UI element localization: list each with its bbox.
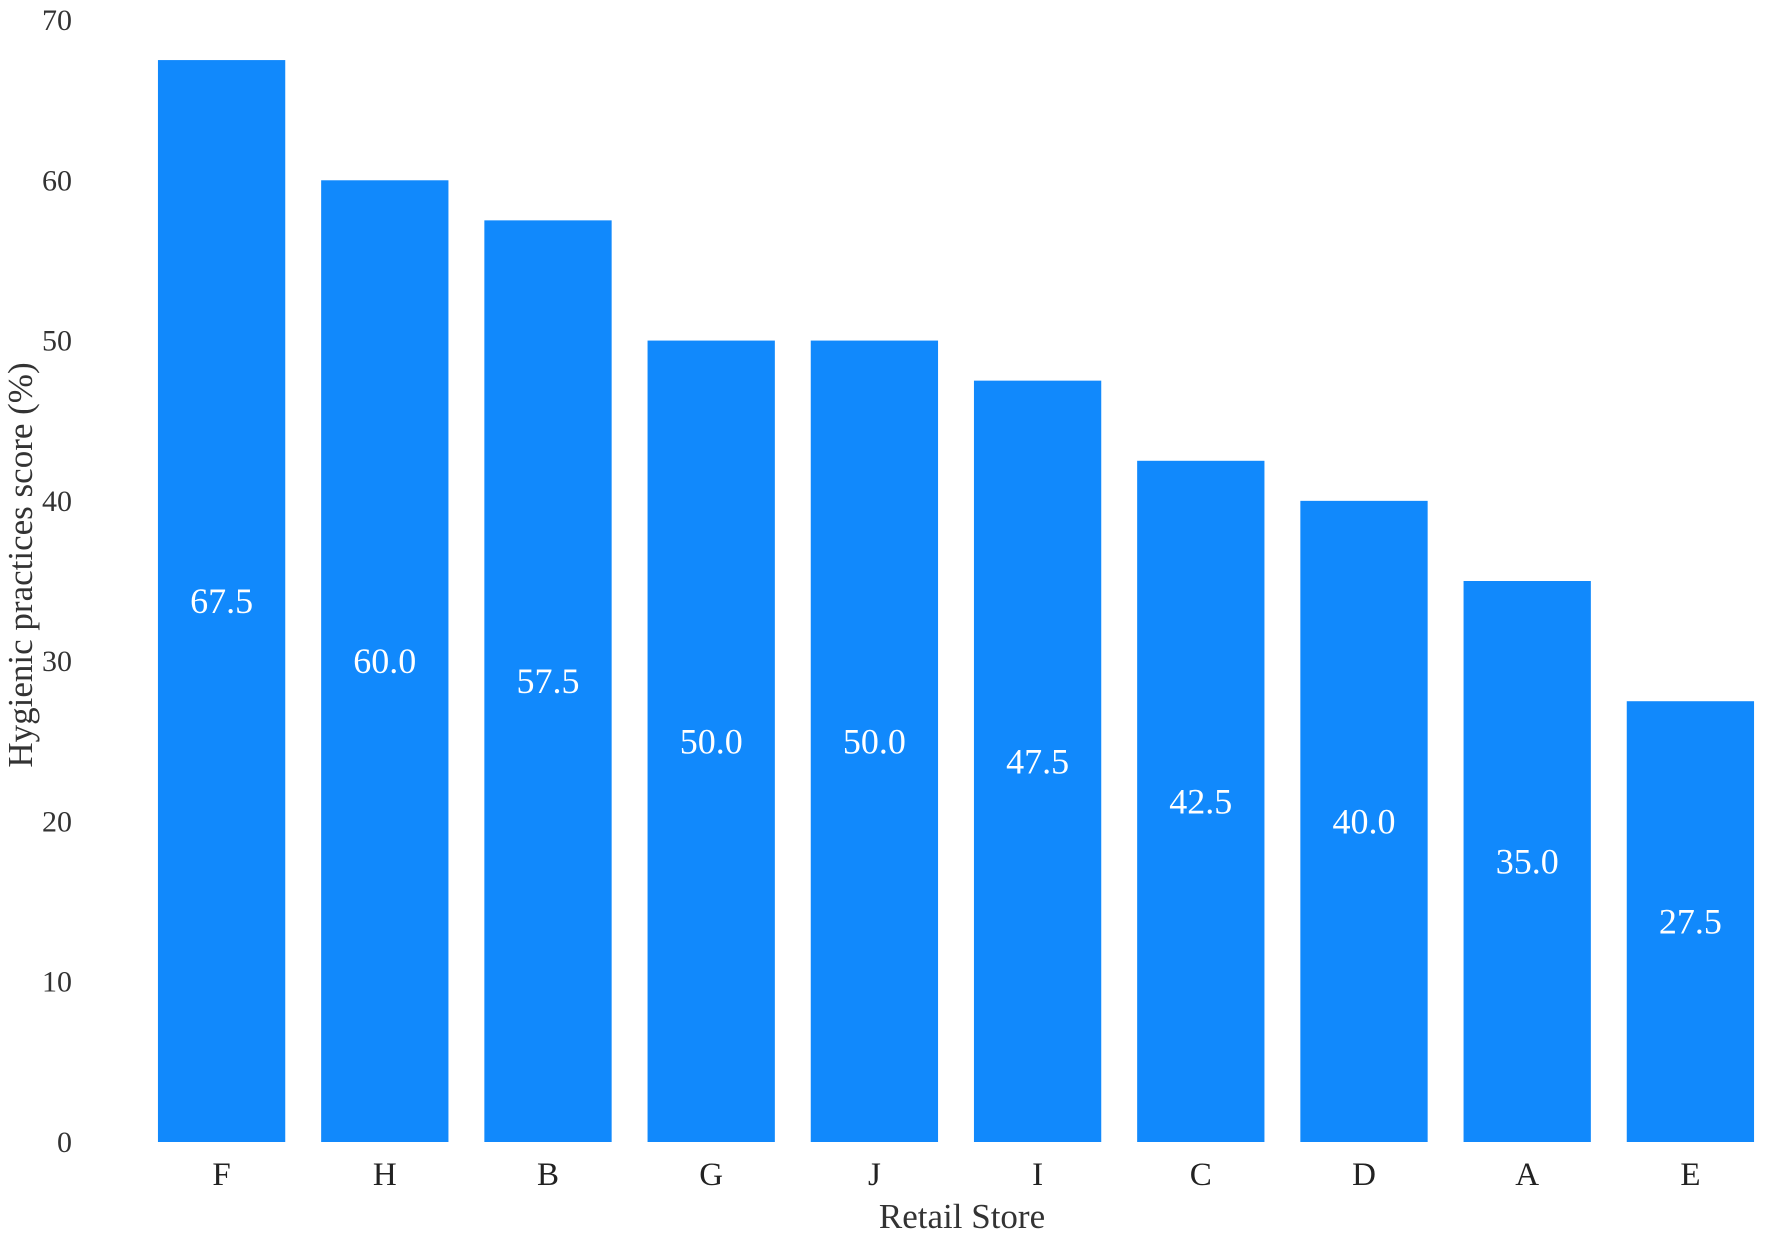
x-tick-label: C <box>1190 1157 1212 1193</box>
bar-value-label: 42.5 <box>1169 781 1232 821</box>
bar-value-label: 50.0 <box>843 721 906 761</box>
bar-value-label: 27.5 <box>1659 902 1722 942</box>
bar-A <box>1463 581 1591 1142</box>
bar-I <box>973 380 1102 1143</box>
bar-value-label: 35.0 <box>1496 842 1559 882</box>
bar-value-label: 67.5 <box>190 581 253 621</box>
bar-G <box>647 340 775 1143</box>
bar-value-label: 40.0 <box>1333 801 1396 841</box>
x-tick-label: H <box>373 1157 397 1193</box>
bar-value-label: 47.5 <box>1006 741 1069 781</box>
bar-value-label: 57.5 <box>517 661 580 701</box>
bar-H <box>321 180 449 1143</box>
y-tick-label: 20 <box>42 805 72 838</box>
bar-E <box>1626 701 1755 1142</box>
bars <box>157 60 1755 1143</box>
x-tick-label: J <box>868 1157 881 1193</box>
y-tick-label: 10 <box>42 966 72 999</box>
bar-D <box>1300 500 1428 1142</box>
bar-J <box>810 340 939 1143</box>
x-tick-label: I <box>1032 1157 1043 1193</box>
y-tick-label: 70 <box>42 4 72 37</box>
x-tick-label: A <box>1515 1157 1539 1193</box>
x-tick-label: E <box>1680 1157 1700 1193</box>
y-tick-label: 60 <box>42 164 72 197</box>
y-axis-title: Hygienic practices score (%) <box>1 362 40 767</box>
bar-value-labels: 67.5 60.0 57.5 50.0 50.0 47.5 42.5 40.0 35.0 27.5 <box>190 581 1722 942</box>
x-tick-label: B <box>537 1157 559 1193</box>
bar-F <box>157 60 286 1143</box>
x-tick-label: D <box>1352 1157 1376 1193</box>
bar-C <box>1137 460 1265 1142</box>
y-tick-label: 0 <box>57 1126 72 1159</box>
bar-value-label: 50.0 <box>680 721 743 761</box>
y-axis-ticks: 0 10 20 30 40 50 60 70 <box>42 4 72 1159</box>
bar-value-label: 60.0 <box>353 641 416 681</box>
y-tick-label: 50 <box>42 325 72 358</box>
x-tick-label: G <box>699 1157 723 1193</box>
x-axis-title: Retail Store <box>879 1197 1045 1236</box>
x-tick-label: F <box>212 1157 230 1193</box>
y-tick-label: 30 <box>42 645 72 678</box>
y-tick-label: 40 <box>42 485 72 518</box>
bar-B <box>484 220 612 1142</box>
